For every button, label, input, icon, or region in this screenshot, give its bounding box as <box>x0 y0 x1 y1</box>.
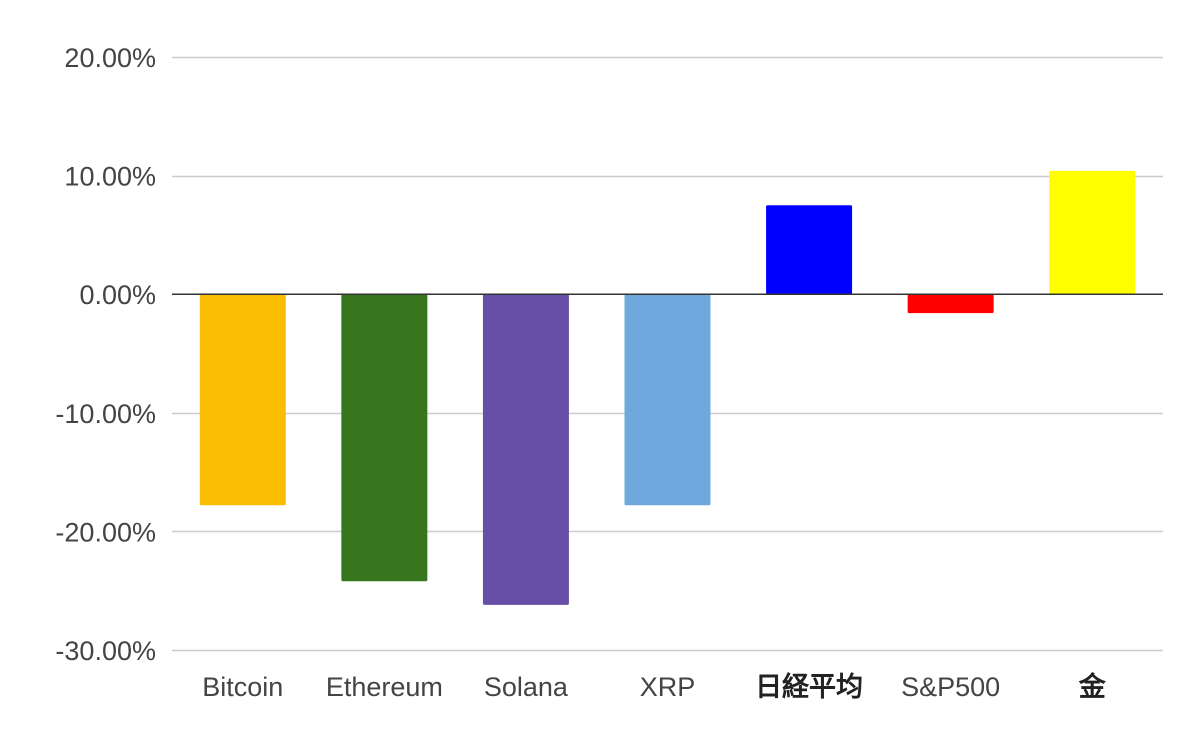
bar-4 <box>766 205 853 295</box>
y-tick-label: -30.00% <box>55 636 156 666</box>
bar-2 <box>482 294 569 605</box>
bar-1 <box>341 294 428 582</box>
y-tick-label: 0.00% <box>79 280 156 310</box>
y-tick-label: 10.00% <box>64 162 156 192</box>
bar-3 <box>624 294 711 506</box>
x-category-label: Solana <box>484 672 569 702</box>
x-category-label: 日経平均 <box>755 671 863 702</box>
x-axis-category-labels: Bitcoin Ethereum Solana XRP 日経平均 S&P500 金 <box>202 671 1106 702</box>
x-category-label: Bitcoin <box>202 672 283 702</box>
x-category-label: 金 <box>1078 671 1107 702</box>
x-category-label: Ethereum <box>326 672 443 702</box>
y-axis-tick-labels: 20.00% 10.00% 0.00% -10.00% -20.00% -30.00% <box>55 43 156 666</box>
x-category-label: S&P500 <box>901 672 1000 702</box>
y-tick-label: -20.00% <box>55 517 156 547</box>
bar-5 <box>907 294 994 314</box>
bar-6 <box>1049 170 1136 295</box>
bar-0 <box>199 294 286 506</box>
x-category-label: XRP <box>640 672 696 702</box>
bars <box>199 170 1136 605</box>
y-tick-label: 20.00% <box>64 43 156 73</box>
y-tick-label: -10.00% <box>55 399 156 429</box>
